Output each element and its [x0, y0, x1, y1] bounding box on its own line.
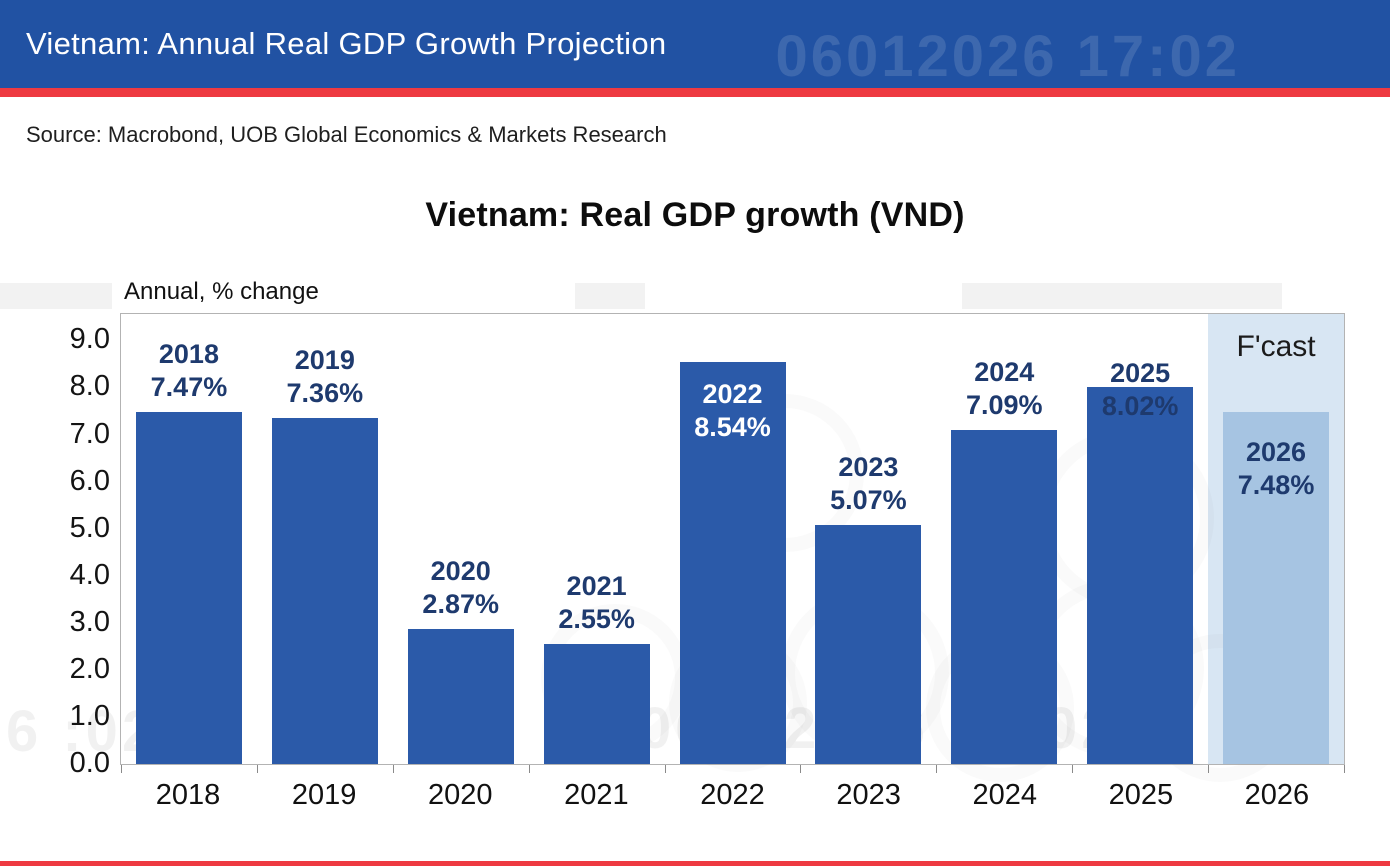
x-axis-label-2025: 2025: [1108, 779, 1174, 811]
x-axis-tick: [528, 765, 530, 773]
x-axis-tick: [392, 765, 394, 773]
y-tick-label: 5.0: [69, 511, 110, 544]
watermark-band: [575, 283, 645, 309]
bar-label-2021: 2021 2.55%: [558, 570, 635, 634]
bar-2019: [271, 417, 378, 764]
x-axis-tick: [936, 765, 938, 773]
chart-title: Vietnam: Real GDP growth (VND): [425, 196, 965, 234]
bar-label-2023: 2023 5.07%: [830, 452, 907, 516]
x-axis-label-2020: 2020: [428, 779, 493, 811]
x-axis-label-2021: 2021: [564, 779, 629, 811]
page-title: Vietnam: Annual Real GDP Growth Projecti…: [26, 26, 667, 61]
x-axis-tick: [121, 765, 122, 773]
bar-label-2019: 2019 7.36%: [286, 344, 364, 408]
y-tick-label: 9.0: [69, 323, 110, 356]
bar-label-2025: 2025 8.02%: [1101, 357, 1179, 421]
bar-2023: [815, 525, 922, 764]
x-axis-tick: [256, 765, 258, 773]
watermark-band: [962, 283, 1282, 309]
y-tick-label: 8.0: [69, 370, 110, 403]
header-divider: [0, 88, 1390, 97]
bar-2018: [135, 412, 242, 764]
bar-2020: [407, 628, 514, 764]
x-axis: 2018 2019 2020 2021 2022 2023 2024 2025 2026: [120, 779, 1345, 812]
bar-2025: [1087, 386, 1194, 764]
header-bar: Vietnam: Annual Real GDP Growth Projecti…: [0, 0, 1390, 88]
x-axis-label-2023: 2023: [836, 779, 901, 811]
x-axis-label-2019: 2019: [291, 779, 357, 811]
y-tick-label: 6.0: [69, 464, 110, 497]
plot-timestamp-watermark-left: 6 :02: [6, 699, 159, 764]
x-axis-tick: [1344, 765, 1345, 773]
y-axis: 0.0 1.0 2.0 3.0 4.0 5.0 6.0 7.0 8.0 9.0: [24, 313, 110, 779]
bar-2021: [543, 643, 650, 764]
bar-2024: [951, 430, 1058, 764]
x-axis-label-2024: 2024: [972, 779, 1037, 811]
y-axis-unit-label: Annual, % change: [124, 278, 319, 305]
bar-label-2026: 2026 7.48%: [1237, 436, 1315, 500]
bar-label-2022: 2022 8.54%: [694, 379, 771, 443]
bar-2022: [679, 362, 786, 764]
bar-2026: [1223, 411, 1330, 764]
bar-label-2020: 2020 2.87%: [422, 555, 499, 619]
y-tick-label: 7.0: [69, 417, 110, 450]
bar-label-2024: 2024 7.09%: [965, 357, 1043, 421]
x-axis-label-2018: 2018: [155, 779, 221, 811]
x-axis-label-2026: 2026: [1244, 779, 1310, 811]
y-tick-label: 4.0: [69, 558, 110, 591]
bar-label-2018: 2018 7.47%: [150, 339, 228, 403]
forecast-label: F'cast: [1236, 330, 1316, 363]
y-tick-label: 0.0: [69, 747, 110, 779]
source-line: Source: Macrobond, UOB Global Economics …: [26, 122, 667, 147]
footer-divider: [0, 861, 1390, 866]
y-tick-label: 1.0: [69, 699, 110, 732]
y-tick-label: 2.0: [69, 652, 110, 685]
x-axis-tick: [1072, 765, 1074, 773]
plot-area: 06012026 17:02 F'cast 20187.47%20197.36%…: [120, 313, 1345, 773]
x-axis-tick: [1208, 765, 1210, 773]
x-axis-label-2022: 2022: [700, 779, 765, 811]
y-tick-label: 3.0: [69, 605, 110, 638]
plot: 06012026 17:02 F'cast 20187.47%20197.36%…: [121, 314, 1345, 773]
x-axis-tick: [800, 765, 802, 773]
timestamp-watermark: 06012026 17:02: [775, 24, 1240, 88]
watermark-band: [0, 283, 112, 309]
x-axis-tick: [664, 765, 666, 773]
